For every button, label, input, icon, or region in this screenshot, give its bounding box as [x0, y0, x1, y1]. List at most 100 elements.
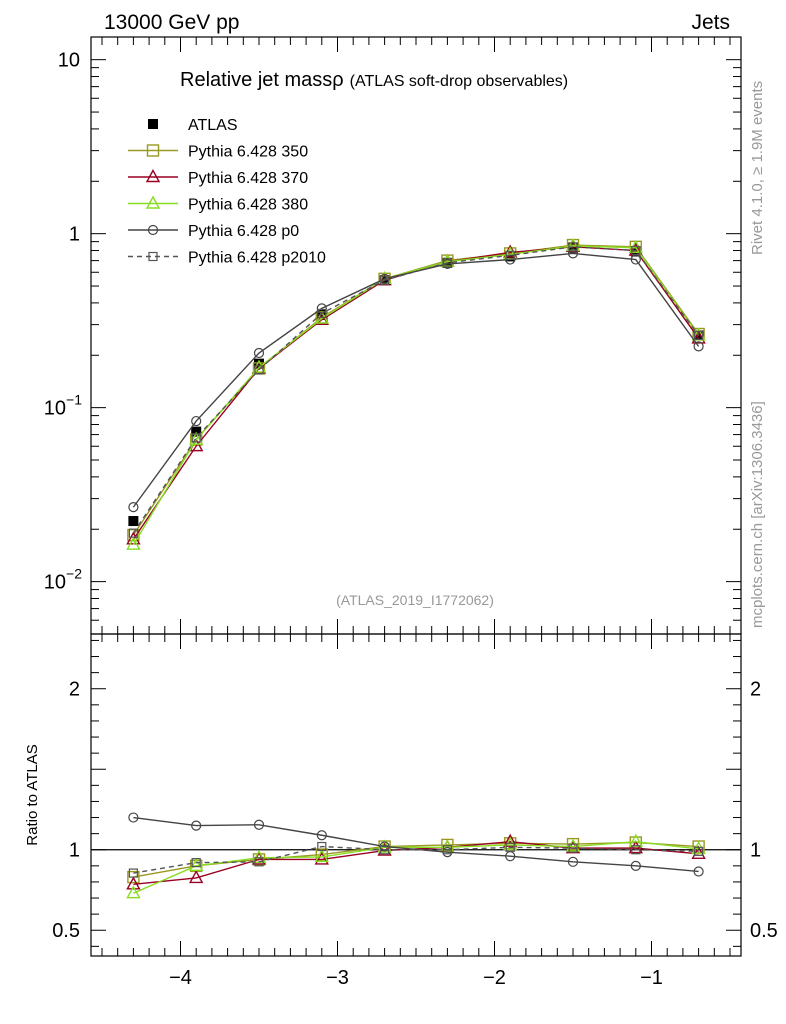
data-point — [128, 868, 138, 878]
data-point — [317, 841, 327, 852]
ratio-series — [126, 812, 706, 899]
data-point — [567, 856, 579, 867]
data-point — [253, 347, 265, 359]
data-point — [691, 330, 706, 344]
data-point — [631, 845, 641, 855]
series-pythia-6-428-p2010 — [128, 841, 704, 878]
data-point — [442, 258, 453, 268]
x-tick-label: −3 — [326, 967, 349, 989]
data-point — [191, 433, 201, 443]
data-point — [126, 536, 141, 550]
ratio-panel: 2 2 1 1 0.5 0.5 −4 −3 −2 −1 Ratio to ATLAS — [24, 633, 778, 989]
legend-item: Pythia 6.428 p2010 — [128, 250, 326, 267]
rivet-version-label: Rivet 4.1.0, ≥ 1.9M events — [749, 81, 766, 255]
data-point — [191, 415, 202, 427]
data-point — [631, 245, 641, 256]
series-pythia-6-428-380 — [126, 237, 706, 550]
data-point — [442, 845, 453, 855]
data-point — [316, 309, 327, 320]
legend-item: Pythia 6.428 370 — [128, 169, 308, 187]
legend-marker — [148, 251, 158, 262]
main-series — [126, 237, 706, 550]
ratio-x-ticks: −4 −3 −2 −1 — [101, 634, 731, 989]
data-point — [189, 431, 204, 445]
series-line — [133, 841, 699, 878]
data-point — [189, 869, 204, 884]
data-point — [379, 275, 390, 285]
legend-label: Pythia 6.428 p0 — [188, 223, 299, 240]
series-pythia-6-428-350 — [127, 836, 705, 884]
main-y-tick-label: 10−1 — [44, 392, 82, 420]
ratio-panel-frame — [90, 633, 742, 957]
data-point — [568, 843, 578, 853]
series-pythia-6-428-370 — [126, 238, 706, 545]
x-tick-label: −4 — [169, 967, 192, 989]
ratio-y-tick-label-right: 0.5 — [750, 920, 778, 942]
legend-item: Pythia 6.428 380 — [128, 195, 308, 214]
series-line — [133, 816, 699, 873]
legend-label: Pythia 6.428 380 — [188, 197, 308, 214]
data-point — [568, 242, 578, 252]
data-point — [568, 242, 579, 253]
data-point — [254, 365, 264, 375]
x-tick-label: −2 — [483, 967, 506, 989]
data-point — [128, 516, 139, 527]
ratio-y-tick-label-right: 1 — [750, 840, 761, 862]
data-point — [503, 833, 518, 847]
legend-label: ATLAS — [188, 117, 238, 134]
data-point — [317, 308, 327, 319]
data-point — [254, 857, 264, 867]
legend-marker — [147, 224, 159, 236]
series-pythia-6-428-p0 — [128, 812, 704, 877]
series-atlas — [128, 242, 704, 527]
data-point — [127, 870, 140, 884]
ratio-y-tick-label: 2 — [69, 679, 80, 701]
series-line — [132, 246, 700, 540]
main-y-tick-label: 10−2 — [44, 566, 82, 594]
legend-item: Pythia 6.428 p0 — [128, 223, 299, 240]
data-point — [253, 819, 265, 830]
legend-label: Pythia 6.428 350 — [188, 144, 308, 161]
data-point — [314, 849, 329, 863]
data-point — [314, 851, 329, 865]
ratio-y-ticks: 2 2 1 1 0.5 0.5 — [52, 639, 778, 947]
series-line — [132, 245, 700, 546]
header-right-label: Jets — [691, 11, 730, 34]
data-point — [567, 248, 579, 259]
main-y-tick-label: 10 — [58, 50, 80, 72]
legend-marker — [145, 195, 161, 209]
legend-label: Pythia 6.428 370 — [188, 170, 308, 187]
chart-title-main: Relative jet massρ — [180, 69, 344, 91]
data-point — [628, 840, 643, 854]
data-point — [630, 860, 641, 871]
legend: ATLAS Pythia 6.428 350 Pythia 6.428 370 Pyt… — [128, 117, 326, 267]
chart-title: Relative jet massρ (ATLAS soft-drop obser… — [180, 69, 568, 91]
data-point — [693, 866, 704, 877]
main-x-ticks — [101, 37, 731, 634]
data-point — [128, 502, 139, 513]
data-point — [379, 845, 390, 855]
data-point — [694, 330, 704, 341]
series-pythia-6-428-p0 — [128, 248, 704, 513]
legend-marker — [145, 169, 161, 183]
ratio-y-axis-label: Ratio to ATLAS — [24, 744, 41, 845]
data-point — [693, 341, 704, 352]
mcplots-label: mcplots.cern.ch [arXiv:1306.3436] — [749, 401, 766, 628]
data-point — [128, 812, 139, 823]
header-left-label: 13000 GeV pp — [104, 11, 239, 34]
legend-marker — [148, 119, 158, 129]
series-line — [132, 244, 700, 536]
data-point — [128, 528, 138, 538]
series-pythia-6-428-p2010 — [128, 242, 704, 538]
ratio-y-tick-label-right: 2 — [750, 679, 761, 701]
legend-item: Pythia 6.428 350 — [128, 144, 308, 161]
data-point — [316, 830, 327, 841]
series-line — [133, 840, 699, 894]
data-point — [191, 426, 202, 437]
series-pythia-6-428-380 — [126, 833, 706, 899]
legend-item: ATLAS — [148, 117, 238, 134]
series-line — [132, 246, 700, 534]
chart-subtitle: (ATLAS soft-drop observables) — [350, 73, 568, 90]
legend-label: Pythia 6.428 p2010 — [188, 250, 326, 267]
